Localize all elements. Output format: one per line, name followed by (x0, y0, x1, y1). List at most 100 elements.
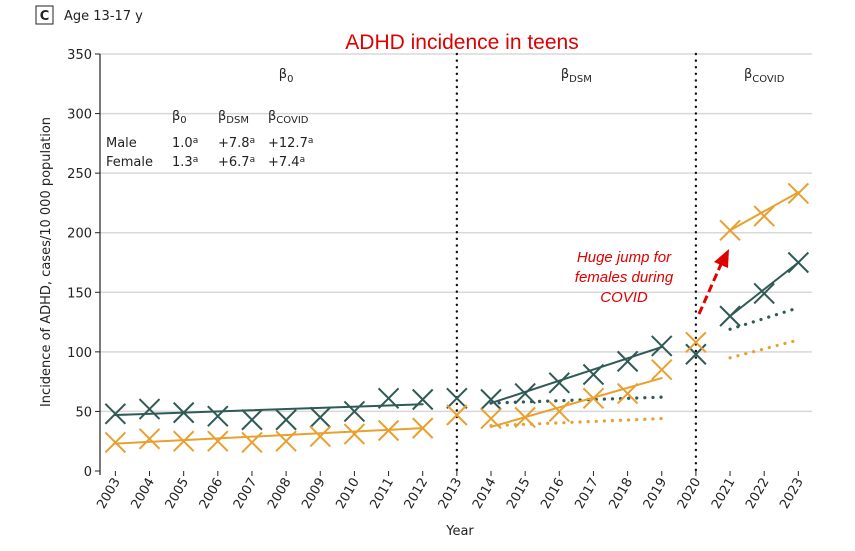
male-solid-fit-line (729, 261, 800, 318)
x-tick-label: 2005 (163, 476, 193, 512)
x-tick-label: 2006 (197, 476, 227, 512)
x-tick-label: 2014 (470, 476, 500, 512)
female-dotted-fit-line (728, 338, 800, 360)
y-tick-label: 150 (67, 286, 92, 301)
male-data-point (582, 363, 605, 386)
period-label: βDSM (561, 67, 592, 85)
male-solid-fit-line (114, 403, 424, 417)
annotation-text: COVID (600, 289, 648, 306)
x-tick-label: 2021 (709, 476, 739, 512)
panel-letter: C (40, 9, 50, 24)
female-data-point (138, 428, 161, 450)
x-tick-label: 2010 (333, 476, 363, 512)
male-data-point (309, 406, 331, 429)
coef-value: 1.0a (172, 136, 198, 151)
annotation-text: Huge jump for (577, 249, 672, 266)
annotation-text: females during (575, 269, 674, 286)
male-data-point (548, 372, 571, 394)
male-data-point (241, 409, 263, 431)
female-data-point (411, 417, 434, 439)
female-data-point (616, 382, 639, 405)
annotation-arrow-line (697, 261, 724, 315)
female-data-point (241, 431, 263, 454)
x-tick-label: 2022 (743, 476, 773, 512)
male-data-point (377, 387, 400, 410)
female-data-point (446, 404, 468, 426)
female-data-point (787, 182, 810, 205)
male-data-point (719, 305, 741, 327)
x-tick-label: 2011 (367, 476, 397, 512)
x-tick-label: 2023 (777, 476, 807, 512)
male-dotted-fit-line (728, 306, 800, 331)
male-data-point (514, 382, 536, 405)
female-data-point (651, 359, 673, 381)
chart-title: ADHD incidence in teens (345, 31, 578, 54)
male-data-point (104, 403, 127, 425)
y-tick-label: 50 (75, 405, 92, 420)
coef-header: β0 (172, 109, 187, 126)
female-solid-fit-line (729, 191, 800, 232)
coef-value: +7.8a (218, 136, 255, 151)
coef-value: 1.3a (172, 155, 198, 170)
female-data-point (753, 205, 775, 227)
male-data-point (480, 388, 502, 411)
male-data-point (207, 405, 229, 427)
y-tick-label: 100 (67, 346, 92, 361)
x-tick-label: 2004 (128, 476, 158, 512)
male-data-point (138, 398, 161, 420)
female-data-point (172, 430, 195, 452)
male-data-point (787, 251, 810, 274)
male-data-point (172, 401, 195, 424)
male-data-point (616, 350, 639, 373)
x-tick-label: 2020 (675, 476, 705, 512)
y-tick-label: 300 (67, 108, 92, 123)
y-tick-label: 350 (67, 48, 92, 63)
male-data-point (411, 388, 434, 411)
female-data-point (582, 387, 605, 410)
female-data-point (275, 430, 297, 452)
female-data-point (480, 407, 502, 430)
coef-header: βCOVID (268, 109, 309, 126)
coef-header: βDSM (218, 109, 249, 126)
panel-letter-box (35, 5, 54, 25)
female-data-point (719, 219, 741, 242)
coef-value: +6.7a (218, 155, 255, 170)
female-data-point (685, 331, 707, 354)
x-tick-label: 2016 (538, 476, 568, 512)
x-axis-label: Year (445, 524, 474, 539)
male-data-point (651, 335, 673, 357)
male-solid-fit-line (490, 346, 663, 405)
x-tick-label: 2007 (231, 476, 261, 512)
female-data-point (514, 406, 536, 429)
male-data-point (685, 343, 707, 365)
female-data-point (104, 431, 127, 454)
male-data-point (446, 387, 468, 410)
female-solid-fit-line (114, 427, 424, 445)
y-tick-label: 250 (67, 167, 92, 182)
y-tick-label: 200 (67, 227, 92, 242)
x-tick-label: 2009 (299, 476, 329, 512)
panel-subtitle: Age 13-17 y (64, 9, 143, 24)
x-tick-label: 2015 (504, 476, 534, 512)
female-data-point (309, 425, 331, 448)
period-label: βCOVID (744, 67, 785, 85)
female-data-point (548, 400, 571, 423)
female-solid-fit-line (490, 377, 663, 428)
annotation-arrow-head (714, 249, 729, 268)
x-tick-label: 2017 (572, 476, 602, 512)
x-tick-label: 2008 (265, 476, 295, 512)
y-tick-label: 0 (84, 465, 92, 480)
male-data-point (275, 409, 297, 431)
male-data-point (753, 282, 775, 305)
female-data-point (207, 430, 229, 452)
coef-value: +12.7a (268, 136, 313, 151)
x-tick-label: 2018 (607, 476, 637, 512)
coef-row-label: Male (106, 136, 137, 151)
coef-value: +7.4a (268, 155, 305, 170)
female-data-point (377, 419, 400, 442)
x-tick-label: 2019 (641, 476, 671, 512)
coef-row-label: Female (106, 155, 153, 170)
male-data-point (343, 400, 366, 423)
x-tick-label: 2003 (94, 476, 124, 512)
